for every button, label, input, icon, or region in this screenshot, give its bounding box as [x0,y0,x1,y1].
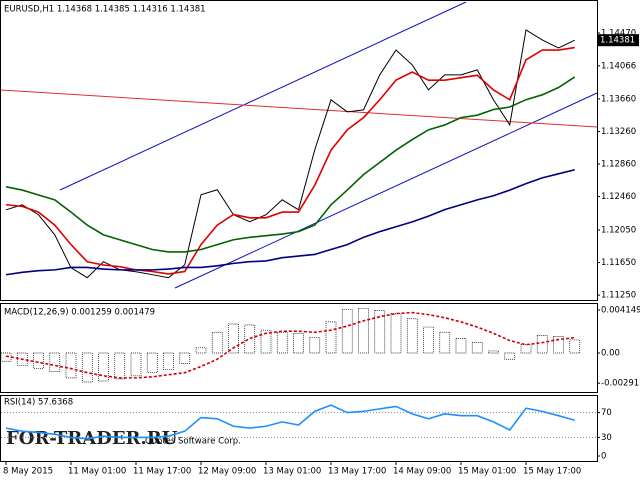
histogram-bar [358,308,369,354]
histogram-bar [390,313,402,354]
histogram-bar [309,337,321,354]
series-line [5,168,575,276]
y-tick-label: 1.12860 [601,160,636,170]
price-label: 1.14381 [600,36,635,46]
y-tick-label: 1.14066 [601,61,636,71]
series-line [5,404,575,440]
x-tick-label: 15 May 17:00 [523,467,581,477]
histogram-bar [536,335,548,354]
histogram-bar [488,350,499,354]
y-tick-label: 0 [601,452,606,462]
histogram-bar [65,352,77,379]
histogram-bar [211,331,223,354]
y-tick-label: 0.004149 [601,305,640,315]
rsi-panel [0,395,598,462]
histogram-bar [244,324,256,354]
histogram-bar [374,310,386,354]
x-tick-label: 13 May 17:00 [328,467,386,477]
histogram-bar [114,352,126,380]
chart-title: EURUSD,H1 1.14368 1.14385 1.14316 1.1438… [4,5,206,15]
x-tick-label: 8 May 2015 [3,467,53,477]
series-line [5,76,576,253]
channel-lower [174,92,598,289]
x-tick-label: 11 May 17:00 [133,467,191,477]
y-tick-label: 1.11650 [601,258,636,268]
channel-upper [59,1,467,191]
macd-panel [0,303,598,393]
y-tick-label: 1.13260 [601,127,636,137]
histogram-bar [98,352,109,382]
histogram-bar [260,329,272,354]
histogram-bar [81,352,93,383]
y-tick-label: 30 [601,433,612,443]
y-tick-label: -0.002912 [601,379,640,389]
x-tick-label: 13 May 01:00 [263,467,321,477]
histogram-bar [228,323,239,354]
y-tick-label: 1.12050 [601,225,636,235]
copyright: Quotes Software Corp. [145,437,241,447]
y-tick-label: 0.00 [601,348,620,358]
y-tick-label: 70 [601,408,612,418]
histogram-bar [163,352,174,370]
histogram-bar [325,321,337,354]
histogram-bar [293,332,304,354]
x-tick-label: 14 May 09:00 [393,467,451,477]
price-label-box [598,34,639,47]
histogram-bar [471,342,483,354]
histogram-bar [455,338,467,354]
histogram-bar [16,352,28,366]
histogram-bar [520,344,532,354]
x-tick-label: 12 May 09:00 [198,467,256,477]
histogram-bar [406,318,418,354]
histogram-bar [130,352,142,377]
y-tick-label: 1.13660 [601,94,636,104]
y-tick-label: 1.11250 [601,291,636,301]
histogram-bar [569,339,581,354]
histogram-bar [276,331,288,354]
series-line [5,311,575,379]
histogram-bar [195,347,207,354]
histogram-bar [49,352,61,373]
series-line [5,46,575,275]
x-tick-label: 11 May 01:00 [68,467,126,477]
histogram-bar [504,352,516,360]
macd-title: MACD(12,26,9) 0.001259 0.001479 [4,308,155,318]
rsi-title: RSI(14) 57.6368 [4,398,73,408]
y-tick-label: 1.12460 [601,192,636,202]
histogram-bar [179,352,191,364]
trend-line [0,89,598,128]
histogram-bar [439,331,451,354]
y-tick-label: 1.14470 [601,28,636,38]
histogram-bar [423,326,434,354]
histogram-bar [33,352,44,369]
x-tick-label: 15 May 01:00 [458,467,516,477]
price-panel [0,0,598,301]
histogram-bar [146,352,158,374]
histogram-bar [341,309,353,354]
histogram-bar [553,336,564,354]
